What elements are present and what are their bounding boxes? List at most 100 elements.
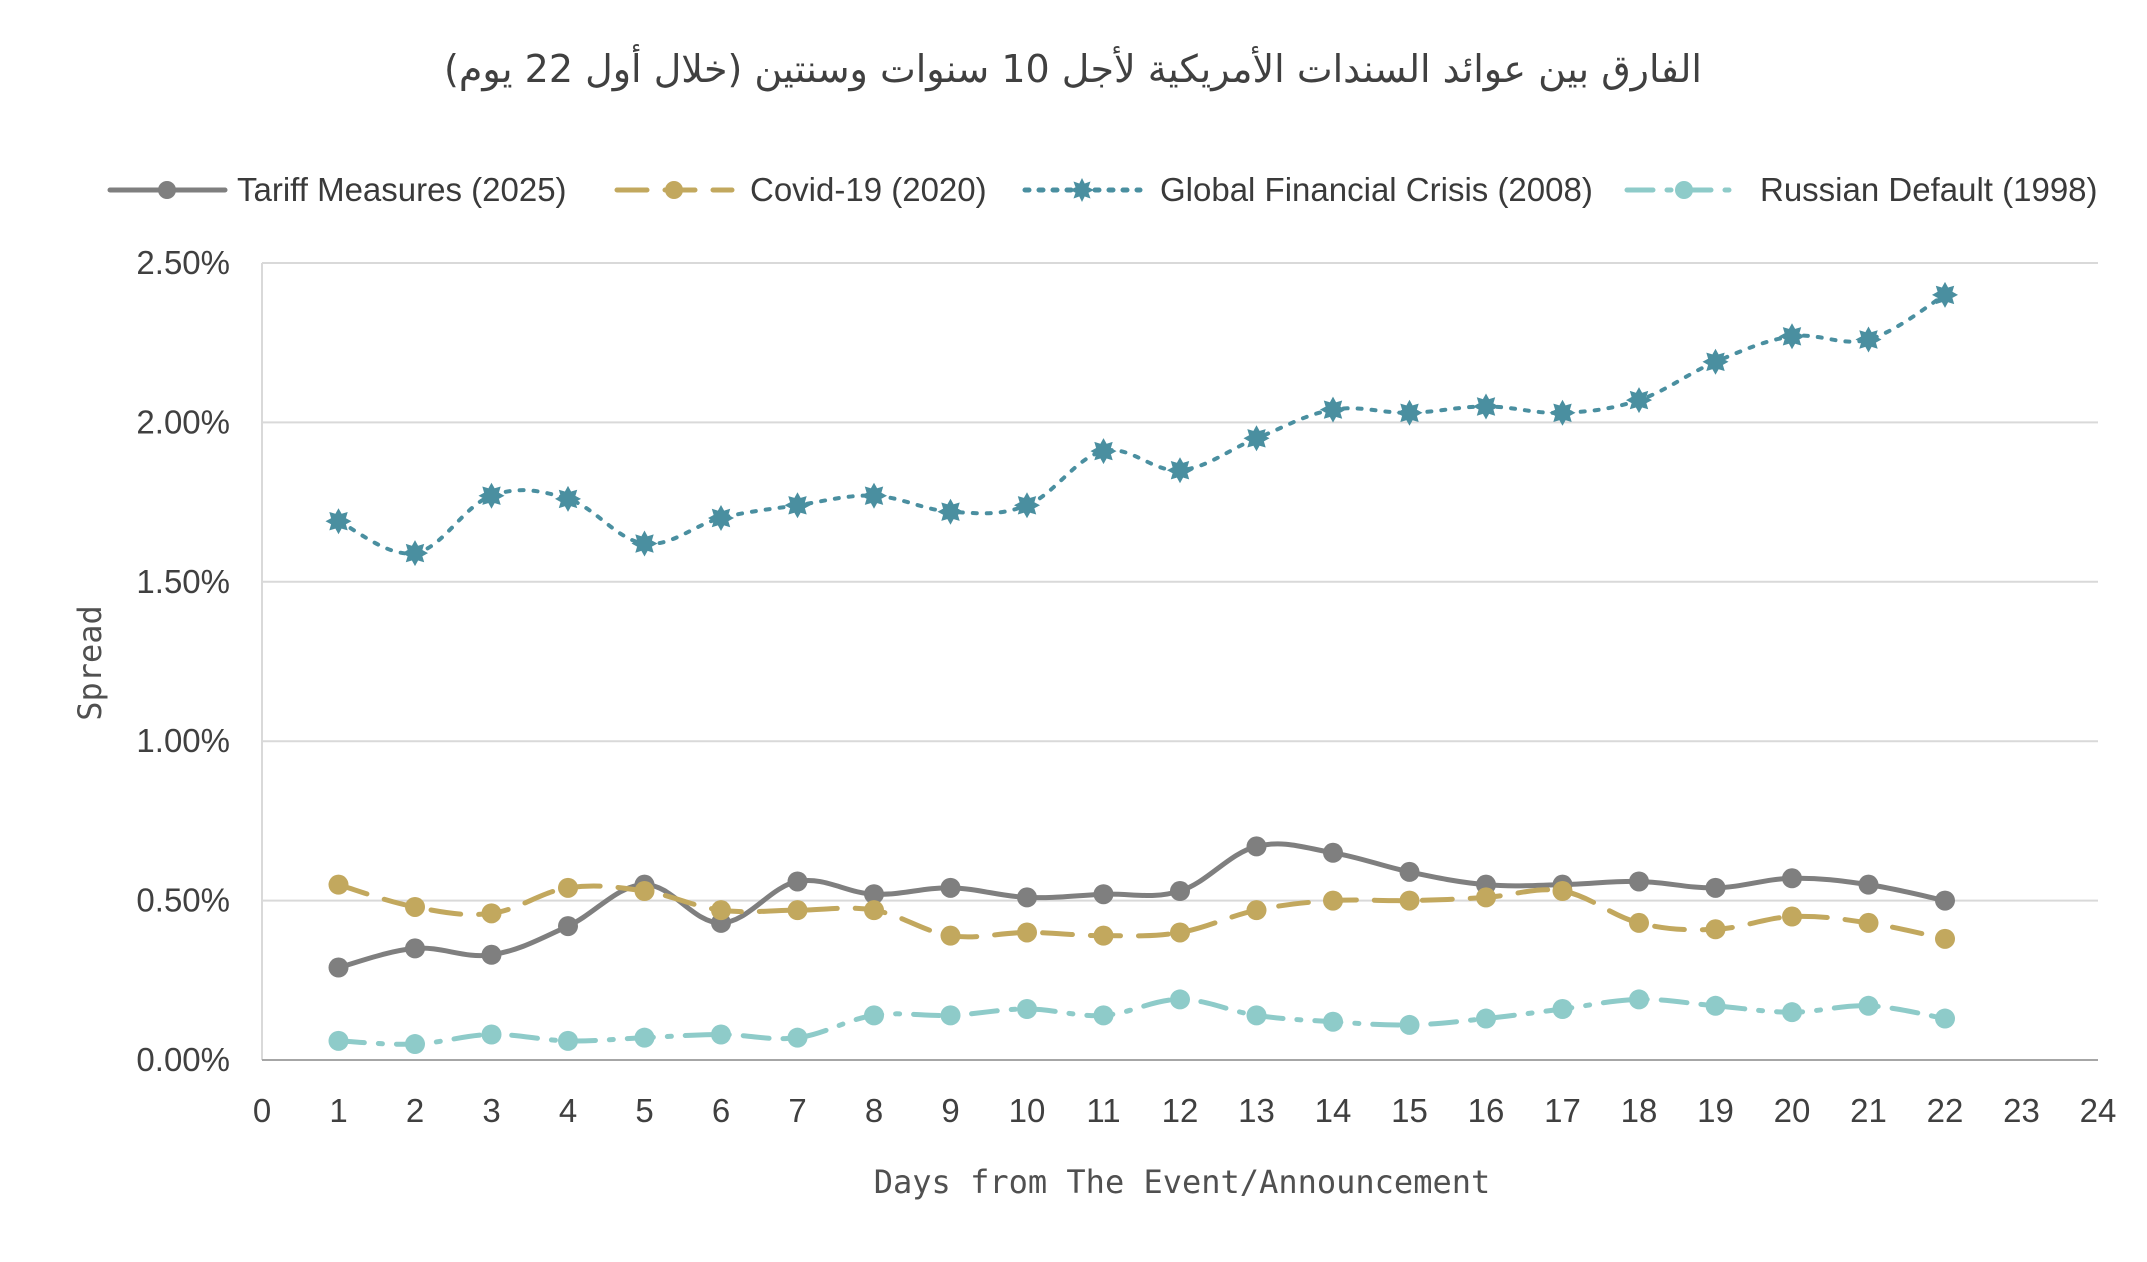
x-tick-label: 10 — [1009, 1092, 1046, 1129]
data-point — [940, 1005, 961, 1026]
legend-marker — [1675, 181, 1693, 199]
x-tick-label: 8 — [865, 1092, 883, 1129]
x-tick-label: 3 — [482, 1092, 500, 1129]
data-point — [1705, 919, 1726, 940]
y-tick-label: 1.50% — [136, 563, 230, 600]
data-point — [1476, 887, 1496, 908]
y-tick-label: 2.50% — [136, 244, 230, 281]
x-axis-ticks: 0 1 2 3 4 5 6 7 8 9 10 11 12 13 14 15 16 17 18 19 20 21 22 23 24 — [253, 1092, 2117, 1129]
data-point — [1399, 1014, 1420, 1035]
x-tick-label: 22 — [1927, 1092, 1964, 1129]
data-point — [328, 874, 349, 895]
data-point — [1396, 399, 1423, 426]
x-tick-label: 15 — [1391, 1092, 1428, 1129]
data-point — [631, 530, 658, 557]
x-tick-label: 12 — [1162, 1092, 1199, 1129]
data-point — [1093, 884, 1114, 905]
data-point — [708, 505, 734, 531]
series-group — [328, 989, 1955, 1055]
x-tick-label: 1 — [329, 1092, 347, 1129]
legend-label: Russian Default (1998) — [1760, 171, 2098, 208]
data-point — [1858, 874, 1879, 895]
data-point — [1473, 393, 1499, 420]
x-tick-label: 7 — [788, 1092, 806, 1129]
series-layer — [325, 281, 1958, 1055]
data-point — [711, 900, 731, 921]
data-point — [940, 925, 961, 946]
series-line — [336, 841, 1948, 971]
legend-item: Covid-19 (2020) — [614, 171, 987, 208]
data-point — [1246, 900, 1267, 921]
series-group — [325, 281, 1958, 567]
data-point — [481, 903, 502, 924]
legend-marker — [1070, 178, 1094, 202]
legend-item: Global Financial Crisis (2008) — [1022, 171, 1593, 208]
x-tick-label: 16 — [1468, 1092, 1505, 1129]
data-point — [1017, 887, 1037, 908]
data-point — [558, 1030, 578, 1051]
data-point — [1552, 998, 1573, 1019]
legend-label: Covid-19 (2020) — [750, 171, 987, 208]
data-point — [1782, 906, 1802, 927]
data-point — [558, 877, 578, 898]
y-axis-label: Spread — [71, 605, 109, 721]
x-tick-label: 0 — [253, 1092, 271, 1129]
series-group — [328, 836, 1955, 978]
legend-item: Russian Default (1998) — [1624, 171, 2098, 208]
x-tick-label: 4 — [559, 1092, 577, 1129]
series-line — [336, 996, 1948, 1047]
data-point — [1090, 438, 1117, 465]
y-tick-label: 1.00% — [136, 722, 230, 759]
data-point — [1017, 998, 1037, 1019]
data-point — [1476, 1008, 1496, 1029]
data-point — [787, 900, 808, 921]
x-tick-label: 11 — [1086, 1092, 1120, 1129]
data-point — [1705, 995, 1726, 1016]
legend-label: Global Financial Crisis (2008) — [1160, 171, 1593, 208]
y-tick-label: 0.00% — [136, 1041, 230, 1078]
x-tick-label: 19 — [1697, 1092, 1734, 1129]
data-point — [402, 540, 428, 567]
series-line — [336, 882, 1948, 942]
data-point — [1017, 922, 1037, 943]
data-point — [1782, 868, 1802, 889]
data-point — [940, 877, 961, 898]
data-point — [1549, 399, 1576, 426]
data-point — [1779, 323, 1805, 350]
x-tick-label: 13 — [1238, 1092, 1275, 1129]
series-group — [328, 874, 1955, 949]
legend-item: Tariff Measures (2025) — [107, 171, 567, 208]
data-point — [1629, 912, 1649, 933]
data-point — [861, 482, 887, 509]
data-point — [1629, 989, 1649, 1010]
x-tick-label: 23 — [2003, 1092, 2040, 1129]
data-point — [1855, 326, 1882, 353]
data-point — [1323, 890, 1343, 911]
data-point — [1246, 836, 1267, 857]
data-point — [555, 485, 581, 512]
data-point — [711, 1024, 731, 1045]
x-tick-label: 20 — [1774, 1092, 1811, 1129]
y-tick-label: 2.00% — [136, 403, 230, 440]
data-point — [1935, 928, 1955, 949]
data-point — [1552, 881, 1573, 902]
data-point — [1399, 890, 1420, 911]
data-point — [405, 896, 425, 917]
data-point — [325, 508, 352, 535]
legend: Tariff Measures (2025) Covid-19 (2020) Glo… — [107, 171, 2098, 208]
data-point — [481, 944, 502, 965]
data-point — [1170, 881, 1190, 902]
x-tick-label: 18 — [1621, 1092, 1658, 1129]
data-point — [784, 492, 811, 519]
x-tick-label: 17 — [1544, 1092, 1581, 1129]
legend-marker — [158, 181, 176, 199]
data-point — [634, 1027, 655, 1048]
x-tick-label: 2 — [406, 1092, 424, 1129]
data-point — [1705, 877, 1726, 898]
data-point — [328, 1030, 349, 1051]
x-tick-label: 24 — [2080, 1092, 2117, 1129]
data-point — [481, 1024, 502, 1045]
data-point — [1858, 995, 1879, 1016]
data-point — [1170, 922, 1190, 943]
